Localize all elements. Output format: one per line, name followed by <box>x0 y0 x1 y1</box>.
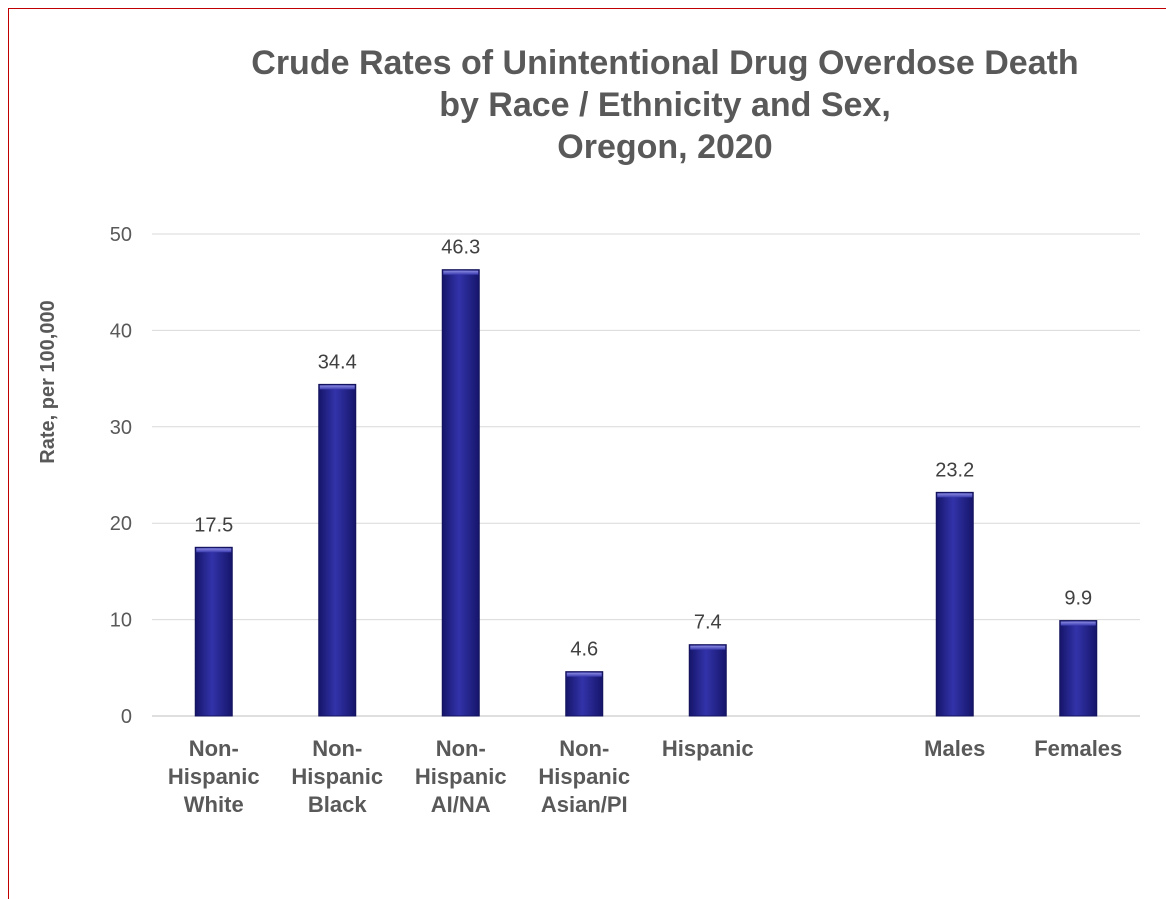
category-label: Asian/PI <box>541 792 628 817</box>
data-label: 17.5 <box>194 514 233 536</box>
category-label: Females <box>1034 736 1122 761</box>
bar-body <box>688 644 727 717</box>
bar-bevel <box>319 385 355 390</box>
category-label: Males <box>924 736 985 761</box>
bar-body <box>318 383 357 717</box>
bar-bevel <box>566 672 602 677</box>
y-tick-label: 30 <box>110 417 132 439</box>
y-axis-label: Rate, per 100,000 <box>37 300 59 463</box>
chart-title: Crude Rates of Unintentional Drug Overdo… <box>150 42 1166 168</box>
bar <box>688 644 727 717</box>
gridlines <box>152 233 1140 717</box>
data-label: 34.4 <box>318 351 357 373</box>
y-tick-label: 0 <box>121 706 132 728</box>
y-tick-label: 40 <box>110 320 132 342</box>
data-label: 4.6 <box>570 639 598 661</box>
data-label: 9.9 <box>1064 588 1092 610</box>
bar <box>194 546 233 717</box>
bar-bevel <box>1060 621 1096 626</box>
bar <box>565 671 604 717</box>
y-tick-label: 20 <box>110 513 132 535</box>
bar <box>318 383 357 717</box>
chart-title-line-1: Crude Rates of Unintentional Drug Overdo… <box>251 44 1079 82</box>
bar-body <box>194 546 233 717</box>
category-label: Non- <box>436 736 486 761</box>
bar-bevel <box>690 645 726 650</box>
bar-bevel <box>937 493 973 498</box>
bar-body <box>565 671 604 717</box>
bar-body <box>935 491 974 717</box>
category-label: Hispanic <box>291 764 383 789</box>
category-label: Hispanic <box>538 764 630 789</box>
chart-title-line-2: by Race / Ethnicity and Sex, <box>439 86 891 124</box>
data-label: 7.4 <box>694 612 722 634</box>
category-label: Hispanic <box>662 736 754 761</box>
category-labels: Non- Hispanic White Non- Hispanic Black Non- Hi… <box>168 736 1122 817</box>
data-labels: 17.5 34.4 46.3 4.6 7.4 23.2 9.9 <box>194 237 1092 661</box>
bar <box>935 491 974 717</box>
bar <box>441 269 480 717</box>
y-tick-label: 50 <box>110 224 132 246</box>
bar-bevel <box>196 548 232 553</box>
bar <box>1059 620 1098 717</box>
chart-frame <box>8 8 1166 899</box>
category-label: Black <box>308 792 367 817</box>
y-tick-label: 10 <box>110 610 132 632</box>
category-label: Non- <box>189 736 239 761</box>
category-label: Non- <box>312 736 362 761</box>
category-label: Non- <box>559 736 609 761</box>
data-label: 46.3 <box>441 237 480 259</box>
bars <box>194 269 1098 717</box>
y-axis-ticks: 0 10 20 30 40 50 <box>110 224 132 728</box>
bar-body <box>441 269 480 717</box>
category-label: Hispanic <box>415 764 507 789</box>
bar-bevel <box>443 270 479 275</box>
bar-body <box>1059 620 1098 717</box>
data-label: 23.2 <box>935 459 974 481</box>
category-label: White <box>184 792 244 817</box>
category-label: Hispanic <box>168 764 260 789</box>
category-label: AI/NA <box>431 792 491 817</box>
chart-title-line-3: Oregon, 2020 <box>557 128 773 166</box>
